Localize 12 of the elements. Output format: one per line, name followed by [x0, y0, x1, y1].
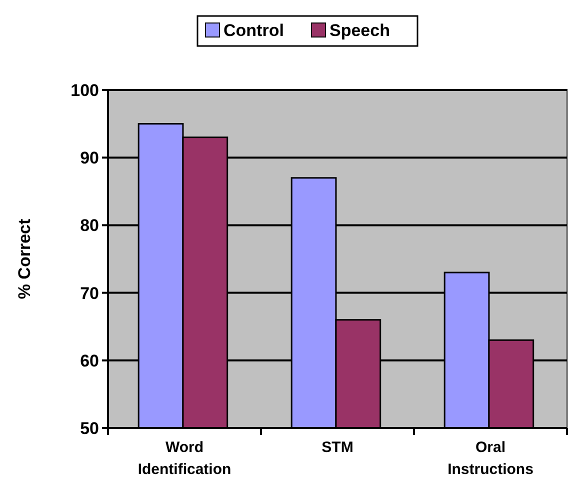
legend-label: Speech: [330, 20, 390, 40]
y-tick-label: 90: [80, 148, 99, 168]
y-tick-label: 70: [80, 284, 99, 303]
x-tick-label: Word Identification: [138, 439, 232, 478]
y-tick-label: 60: [80, 351, 99, 370]
y-tick-label: 80: [80, 216, 99, 236]
y-tick-label: 50: [80, 418, 99, 438]
legend-label: Control: [224, 20, 284, 40]
y-axis-title: % Correct: [15, 218, 34, 300]
x-tick-label: STM: [322, 439, 354, 456]
y-tick-label: 100: [70, 80, 99, 100]
x-tick-label: Oral Instructions: [448, 439, 534, 478]
